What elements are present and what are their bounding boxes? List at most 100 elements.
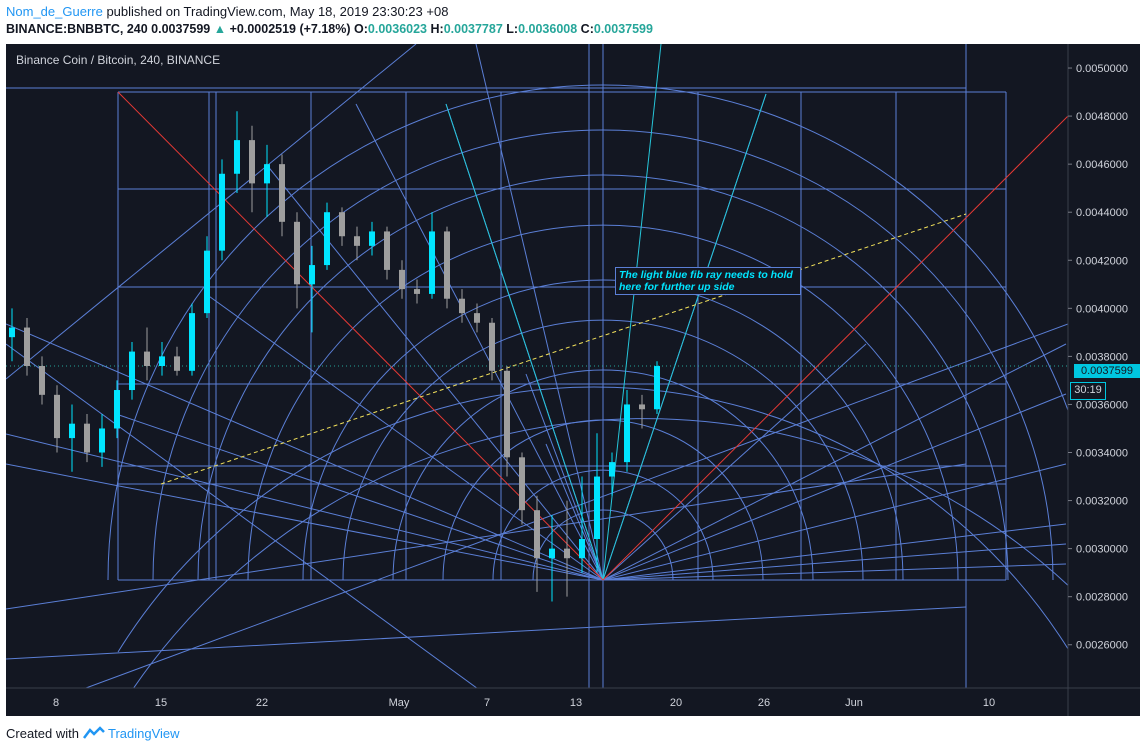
candle-body [579,539,585,559]
x-tick-label: May [389,697,410,709]
chart-canvas[interactable]: 0.0050000 0.0048000 0.0046000 0.0044000 0.00… [6,44,1140,716]
trend-line [85,323,1068,688]
fib-arc [197,174,1009,581]
candle-body [594,476,600,540]
chart-annotation[interactable]: The light blue fib ray needs to hold her… [615,267,801,295]
fib-fan-ray [205,293,604,581]
candle-body [519,457,525,511]
candle-body [564,548,570,559]
fib-fan-ray [525,373,604,581]
candle-body [99,428,105,453]
red-diagonal [602,115,1068,581]
candle-body [309,265,315,285]
x-tick-label: 8 [53,697,59,709]
close-label: C: [580,22,594,36]
x-tick-label: Jun [845,697,863,709]
open-label: O: [354,22,368,36]
trend-line [6,606,967,660]
fib-arc [532,509,674,581]
chart-area[interactable]: 0.0050000 0.0048000 0.0046000 0.0044000 0.00… [6,44,1140,716]
candle-body [189,313,195,371]
candle-body [69,423,75,439]
x-tick-label: 22 [256,697,268,709]
x-tick-label: 26 [758,697,770,709]
author-link[interactable]: Nom_de_Guerre [6,4,103,19]
high-value: 0.0037787 [443,22,503,36]
y-tick-label: 0.0028000 [1076,592,1128,604]
x-tick-label: 7 [484,697,490,709]
candle-body [504,370,510,458]
fib-fan-ray [265,163,604,581]
candle-body [369,231,375,246]
fib-fan-ray-cyan [602,44,662,581]
tradingview-brand[interactable]: TradingView [108,726,180,741]
symbol-name: BINANCE:BNBBTC, 240 [6,22,148,36]
high-label: H: [430,22,444,36]
candle-body [384,231,390,270]
x-tick-label: 13 [570,697,582,709]
candle-body [84,423,90,453]
fib-fan-ray [602,463,1067,581]
y-tick-label: 0.0044000 [1076,207,1128,219]
candle-body [174,356,180,371]
published-text: published on TradingView.com, May 18, 20… [106,4,449,19]
fib-fan-ray [602,543,1067,581]
fib-arc-outer [117,386,1068,653]
fib-arc [152,129,1054,581]
candle-body [624,404,630,463]
candle-body [54,394,60,439]
x-tick-label: 20 [670,697,682,709]
x-tick-label: 15 [155,697,167,709]
fib-arc-outer [133,418,1068,688]
fib-arc [107,84,1068,581]
candle-body [459,298,465,314]
bar-countdown: 30:19 [1070,382,1106,400]
up-arrow-icon: ▲ [213,22,227,36]
candle-body [9,327,15,338]
y-tick-label: 0.0026000 [1076,640,1128,652]
candle-body [354,236,360,246]
low-label: L: [506,22,519,36]
candle-body [654,366,660,410]
y-tick-label: 0.0048000 [1076,111,1128,123]
x-tick-label: 10 [983,697,995,709]
low-value: 0.0036008 [518,22,578,36]
fib-fan-ray-cyan [445,103,604,581]
last-price-tag: 0.0037599 [1074,364,1140,378]
candle-body [204,250,210,314]
fib-fan-ray [602,563,1067,581]
candle-body [129,351,135,391]
candle-body [294,221,300,285]
tradingview-logo-icon[interactable] [82,726,105,743]
trend-line [6,463,967,610]
created-with-text: Created with [6,726,79,741]
fib-fan-ray [475,44,604,581]
candle-body [144,351,150,366]
candle-body [414,289,420,294]
candle-body [234,140,240,174]
fib-fan-ray [602,393,1067,581]
candle-body [609,462,615,477]
fib-fan-ray-cyan [602,93,767,581]
y-tick-label: 0.0046000 [1076,159,1128,171]
candle-body [279,164,285,222]
candle-body [549,548,555,559]
fib-arc [392,369,814,581]
fib-fan-ray [6,433,604,581]
candle-body [489,322,495,371]
open-value: 0.0036023 [367,22,428,36]
y-tick-label: 0.0030000 [1076,544,1128,556]
fib-arc [342,319,864,581]
fib-fan-ray [355,103,604,581]
candle-body [534,510,540,559]
price-change: +0.0002519 (+7.18%) [229,22,351,36]
fib-arc [247,224,959,581]
candle-body [639,404,645,410]
y-tick-label: 0.0042000 [1076,255,1128,267]
fib-fan-ray [6,463,604,581]
chart-legend-title: Binance Coin / Bitcoin, 240, BINANCE [16,53,221,67]
candle-body [159,356,165,366]
publish-info: Nom_de_Guerre published on TradingView.c… [6,4,448,19]
symbol-info: BINANCE:BNBBTC, 240 0.0037599 ▲ +0.00025… [6,22,653,36]
candle-body [339,212,345,237]
